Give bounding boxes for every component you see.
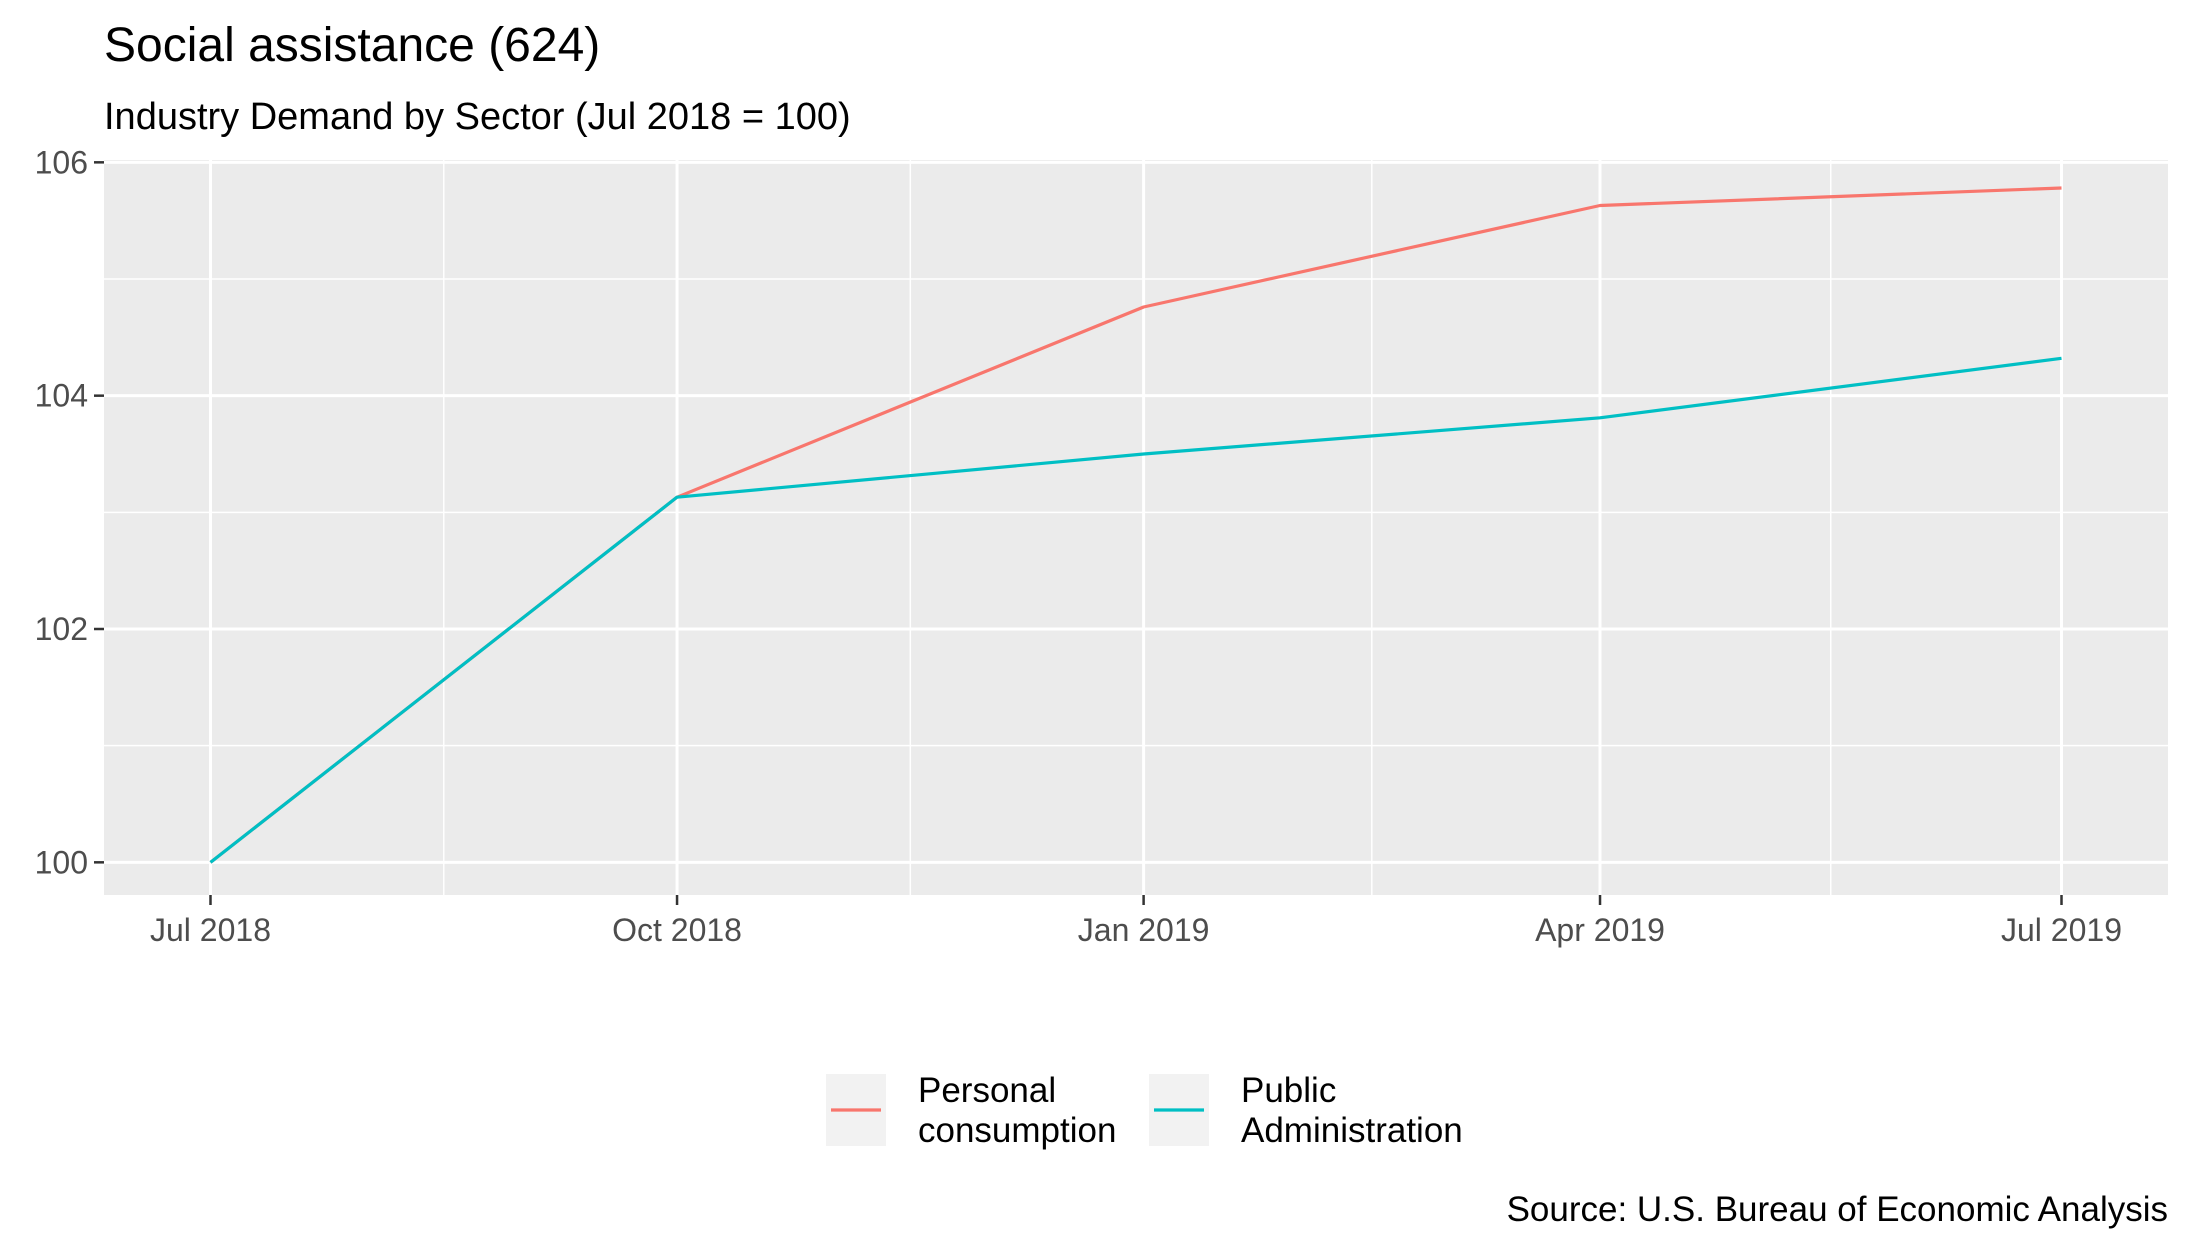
chart-title: Social assistance (624) — [104, 19, 600, 72]
major-gridlines — [104, 160, 2168, 895]
y-tick-label: 102 — [35, 611, 88, 647]
y-tick-label: 100 — [35, 844, 88, 880]
y-axis: 100 102 104 106 — [35, 144, 104, 880]
y-tick-label: 104 — [35, 378, 88, 414]
x-tick-label: Jul 2019 — [2001, 912, 2122, 948]
x-tick-label: Apr 2019 — [1535, 912, 1665, 948]
x-axis: Jul 2018 Oct 2018 Jan 2019 Apr 2019 Jul 2019 — [150, 895, 2122, 948]
plot-panel — [104, 160, 2168, 895]
x-tick-label: Jan 2019 — [1078, 912, 1210, 948]
legend-label-1: Public — [1241, 1071, 1336, 1110]
legend-label-0: consumption — [918, 1111, 1116, 1150]
series-lines — [209, 186, 2062, 864]
x-tick-label: Jul 2018 — [150, 912, 271, 948]
legend-label-1: Administration — [1241, 1111, 1463, 1150]
minor-gridlines — [104, 160, 2168, 895]
y-tick-label: 106 — [35, 144, 88, 180]
series-line-1 — [209, 356, 2062, 864]
chart-subtitle: Industry Demand by Sector (Jul 2018 = 10… — [104, 96, 851, 138]
x-tick-label: Oct 2018 — [612, 912, 742, 948]
legend-label-0: Personal — [918, 1071, 1056, 1110]
chart-caption: Source: U.S. Bureau of Economic Analysis — [1507, 1190, 2168, 1229]
